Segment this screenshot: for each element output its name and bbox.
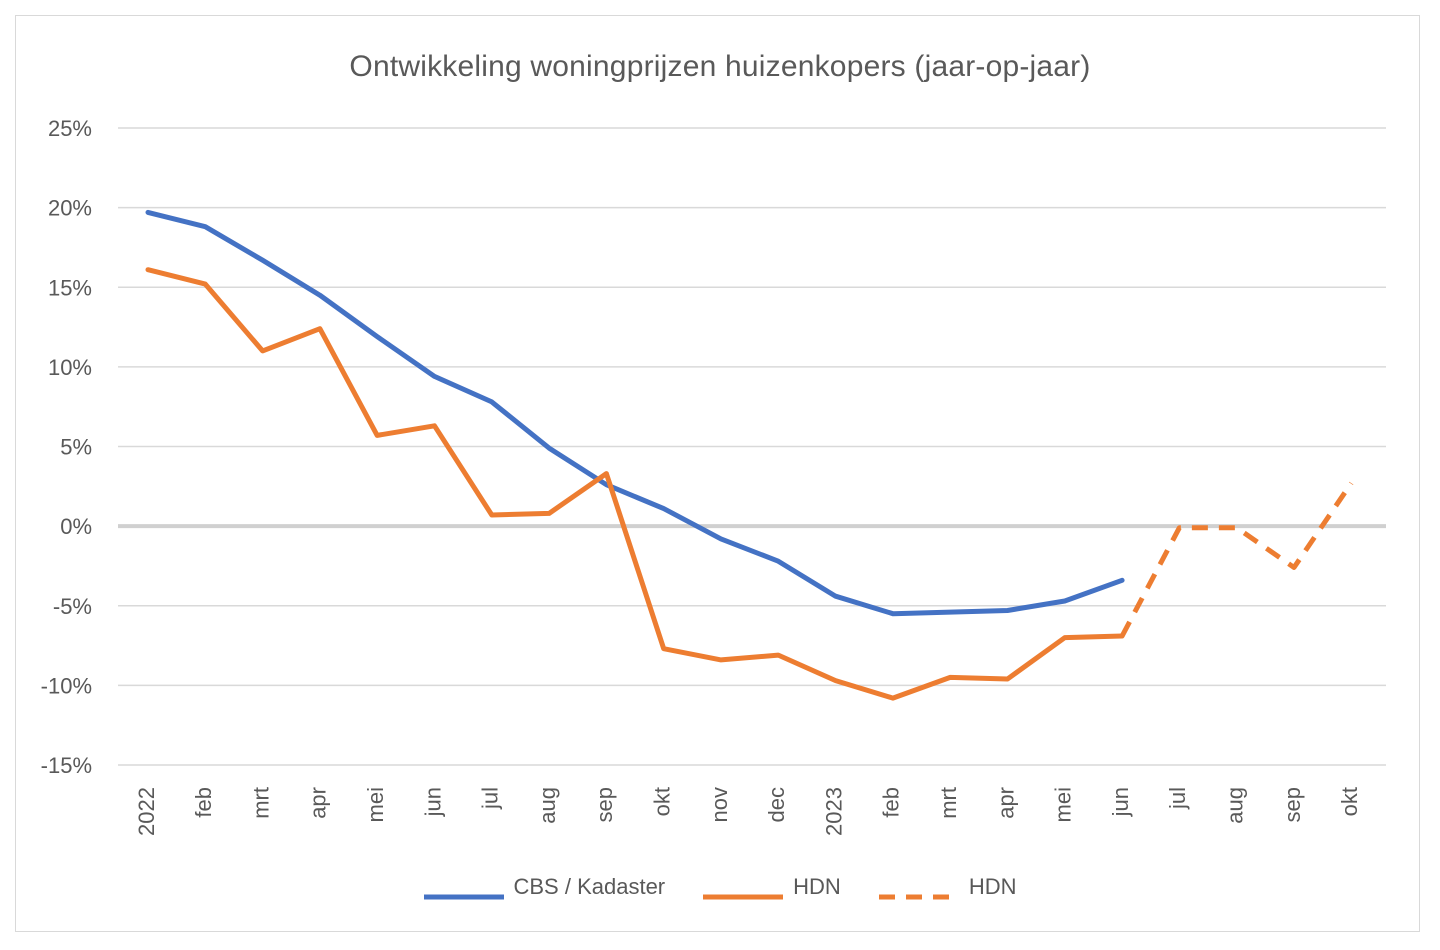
x-tick-label: feb [191, 787, 216, 818]
x-tick-label: apr [993, 787, 1018, 819]
x-tick-label: mei [1051, 787, 1076, 822]
legend-item: HDN [878, 874, 1017, 900]
series-line-3 [1119, 481, 1354, 638]
legend-swatch [423, 882, 504, 900]
x-tick-label: jul [1165, 787, 1190, 810]
legend-swatch [703, 882, 784, 900]
y-tick-label: 15% [48, 275, 92, 300]
y-tick-label: -10% [41, 673, 92, 698]
x-tick-label: jun [1108, 787, 1133, 817]
x-tick-label: aug [1223, 787, 1248, 824]
y-tick-label: -15% [41, 753, 92, 778]
x-tick-label: okt [650, 787, 675, 816]
series-line-2 [145, 267, 1125, 701]
legend-item: CBS / Kadaster [423, 874, 666, 900]
series-lines [145, 209, 1354, 701]
x-tick-label: apr [306, 787, 331, 819]
x-tick-label: 2022 [134, 787, 159, 836]
y-tick-label: 0% [60, 514, 92, 539]
x-tick-label: mrt [936, 787, 961, 819]
gridlines [118, 127, 1386, 766]
legend-item: HDN [703, 874, 841, 900]
chart-frame [15, 15, 1420, 932]
x-tick-label: sep [1280, 787, 1305, 822]
legend-label: HDN [793, 874, 841, 899]
x-tick-label: mei [363, 787, 388, 822]
x-tick-label: dec [764, 787, 789, 822]
x-tick-label: 2023 [821, 787, 846, 836]
y-tick-label: -5% [53, 594, 92, 619]
x-tick-label: jun [420, 787, 445, 817]
legend-label: HDN [968, 874, 1017, 899]
x-tick-label: mrt [248, 787, 273, 819]
y-tick-label: 25% [48, 116, 92, 141]
y-axis-ticks: 25% 20% 15% 10% 5% 0% -5% -10% -15% [41, 116, 92, 778]
x-tick-label: aug [535, 787, 560, 824]
x-tick-label: nov [707, 787, 732, 822]
x-tick-label: jul [478, 787, 503, 810]
legend-label: CBS / Kadaster [513, 874, 666, 899]
x-tick-label: sep [592, 787, 617, 822]
legend-swatch [878, 882, 959, 900]
legend: CBS / Kadaster HDN HDN [0, 870, 1440, 904]
y-tick-label: 5% [60, 435, 92, 460]
chart-title: Ontwikkeling woningprijzen huizenkopers … [349, 50, 1091, 83]
y-tick-label: 20% [48, 196, 92, 221]
x-axis-ticks: 2022 feb mrt apr mei jun jul aug sep okt nov dec 202… [134, 787, 1362, 836]
series-line-1 [145, 209, 1125, 617]
y-tick-label: 10% [48, 355, 92, 380]
x-tick-label: feb [879, 787, 904, 818]
x-tick-label: okt [1337, 787, 1362, 816]
